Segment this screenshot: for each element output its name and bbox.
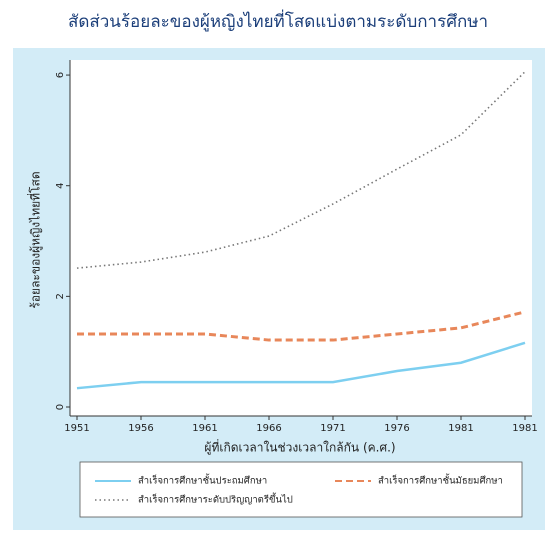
series-line [76,71,526,269]
y-tick-label: 0 [55,404,66,410]
legend [79,461,523,518]
y-tick-label: 4 [55,183,66,189]
legend-label: สำเร็จการศึกษาชั้นมัธยมศึกษา [378,474,503,487]
x-tick-label: 1971 [320,423,345,434]
y-tick-label: 6 [55,72,66,78]
chart-title: สัดส่วนร้อยละของผู้หญิงไทยที่โสดแบ่งตามร… [68,9,488,32]
x-tick-label: 1951 [64,423,89,434]
series-line [77,310,526,342]
y-tick-label: 2 [55,293,66,299]
x-tick-label: 1966 [256,423,281,434]
x-axis-label: ผู้ที่เกิดเวลาในช่วงเวลาใกล้กัน (ค.ศ.) [204,439,395,456]
x-tick-label: 1961 [192,423,217,434]
x-tick-label: 1981 [448,423,473,434]
x-tick-label: 1981 [512,423,537,434]
x-tick-label: 1976 [384,423,409,434]
legend-label: สำเร็จการศึกษาชั้นประถมศึกษา [138,474,267,487]
plot-area [70,60,532,416]
x-tick-label: 1956 [128,423,153,434]
series-line [76,341,526,390]
y-axis-label: ร้อยละของผู้หญิงไทยที่โสด [27,171,44,308]
legend-label: สำเร็จการศึกษาระดับปริญญาตรีขึ้นไป [138,493,293,506]
